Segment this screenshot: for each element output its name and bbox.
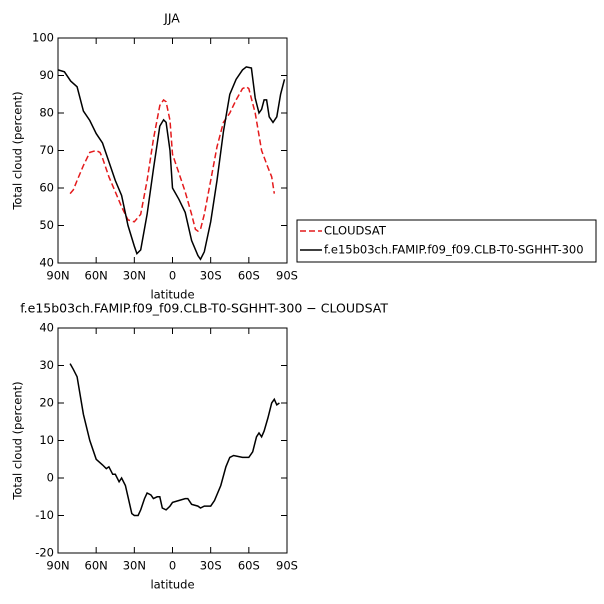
x-tick-label: 90N: [46, 269, 69, 283]
chart-title: f.e15b03ch.FAMIP.f09_f09.CLB-T0-SGHHT-30…: [20, 301, 388, 316]
y-tick-label: 20: [39, 396, 54, 410]
x-axis-label: latitude: [150, 578, 194, 592]
y-tick-label: 90: [39, 68, 54, 82]
x-axis-label: latitude: [150, 288, 194, 302]
y-tick-label: -10: [35, 508, 54, 522]
x-tick-label: 30S: [200, 269, 222, 283]
x-tick-label: 0: [169, 269, 176, 283]
y-tick-label: 40: [39, 256, 54, 270]
legend-label: CLOUDSAT: [324, 224, 387, 238]
x-tick-label: 0: [169, 559, 176, 573]
data-line: [57, 66, 286, 261]
y-tick-label: 80: [39, 106, 54, 120]
y-tick-label: 60: [39, 181, 54, 195]
y-tick-label: 0: [47, 471, 54, 485]
y-tick-label: 100: [32, 31, 54, 45]
y-tick-label: 10: [39, 433, 54, 447]
y-tick-label: 40: [39, 321, 54, 335]
y-tick-label: 30: [39, 358, 54, 372]
legend-box: [296, 219, 597, 263]
x-tick-label: 90S: [276, 559, 298, 573]
x-tick-label: 30S: [200, 559, 222, 573]
x-tick-label: 60S: [238, 559, 260, 573]
x-tick-label: 60S: [238, 269, 260, 283]
y-tick-label: -20: [35, 546, 54, 560]
x-tick-label: 30N: [123, 269, 146, 283]
x-tick-label: 60N: [85, 269, 108, 283]
legend-label: f.e15b03ch.FAMIP.f09_f09.CLB-T0-SGHHT-30…: [324, 243, 584, 257]
y-axis-label: Total cloud (percent): [11, 381, 25, 500]
chart-title: JJA: [163, 11, 180, 26]
y-axis-label: Total cloud (percent): [11, 91, 25, 210]
data-line: [69, 85, 276, 233]
y-tick-label: 70: [39, 143, 54, 157]
plot-frame: [57, 327, 288, 554]
x-tick-label: 60N: [85, 559, 108, 573]
y-tick-label: 50: [39, 218, 54, 232]
x-tick-label: 90N: [46, 559, 69, 573]
x-tick-label: 30N: [123, 559, 146, 573]
x-tick-label: 90S: [276, 269, 298, 283]
data-line: [69, 363, 280, 517]
